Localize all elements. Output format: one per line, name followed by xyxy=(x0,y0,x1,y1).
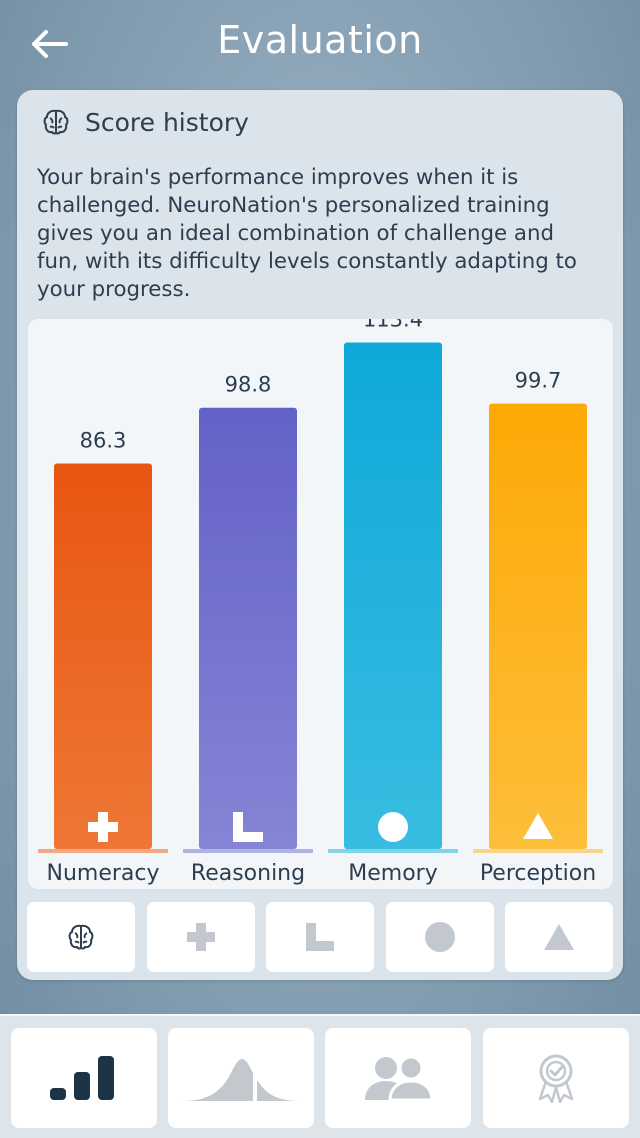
bar-memory xyxy=(344,342,442,849)
arrow-left-icon xyxy=(32,30,68,58)
category-label: Perception xyxy=(480,861,596,886)
brain-icon xyxy=(68,924,94,950)
users-icon xyxy=(365,1055,434,1102)
category-label: Memory xyxy=(348,861,437,886)
tab-achievements[interactable] xyxy=(483,1028,629,1128)
value-label: 99.7 xyxy=(515,369,562,393)
value-label: 98.8 xyxy=(225,373,272,397)
filter-perception-button[interactable] xyxy=(505,902,613,972)
brain-icon xyxy=(43,109,69,135)
value-label: 113.4 xyxy=(363,319,423,331)
filter-memory-button[interactable] xyxy=(386,902,494,972)
bell-curve-icon xyxy=(182,1059,300,1103)
plus-icon xyxy=(88,812,118,842)
tab-distribution[interactable] xyxy=(168,1028,314,1128)
bar-numeracy xyxy=(54,463,152,849)
bar-reasoning xyxy=(199,407,297,849)
card-header: Score history xyxy=(41,102,249,142)
tab-scores[interactable] xyxy=(11,1028,157,1128)
triangle-icon xyxy=(523,813,553,839)
bar-baseline xyxy=(473,849,603,853)
circle-icon xyxy=(378,812,408,842)
category-label: Numeracy xyxy=(46,861,159,886)
bar-baseline xyxy=(328,849,458,853)
back-button[interactable] xyxy=(28,22,72,66)
corner-l-icon xyxy=(306,923,334,951)
page-title: Evaluation xyxy=(217,18,423,62)
header: Evaluation xyxy=(0,0,640,88)
filter-numeracy-button[interactable] xyxy=(147,902,255,972)
card-title: Score history xyxy=(85,107,249,137)
score-bar-chart: 86.3 Numeracy 98.8 Reasoning 113.4 Memory 99.7… xyxy=(28,319,613,889)
filter-reasoning-button[interactable] xyxy=(266,902,374,972)
chart-canvas: 86.3 Numeracy 98.8 Reasoning 113.4 Memory 99.7… xyxy=(38,319,603,886)
bar-chart-icon xyxy=(50,1056,114,1100)
award-badge-icon xyxy=(538,1054,574,1103)
bar-baseline xyxy=(38,849,168,853)
corner-l-icon xyxy=(233,812,263,842)
filter-all-button[interactable] xyxy=(27,902,135,972)
bar-perception xyxy=(489,403,587,849)
tab-compare[interactable] xyxy=(325,1028,471,1128)
score-history-card: Score history Your brain's performance i… xyxy=(17,90,623,980)
plus-icon xyxy=(187,923,215,951)
value-label: 86.3 xyxy=(80,429,127,453)
bar-baseline xyxy=(183,849,313,853)
category-filter-bar xyxy=(27,902,613,972)
category-label: Reasoning xyxy=(191,861,305,886)
circle-icon xyxy=(425,922,455,952)
triangle-icon xyxy=(544,924,574,950)
description-text: Your brain's performance improves when i… xyxy=(37,165,577,302)
bottom-tab-bar xyxy=(0,1014,640,1138)
